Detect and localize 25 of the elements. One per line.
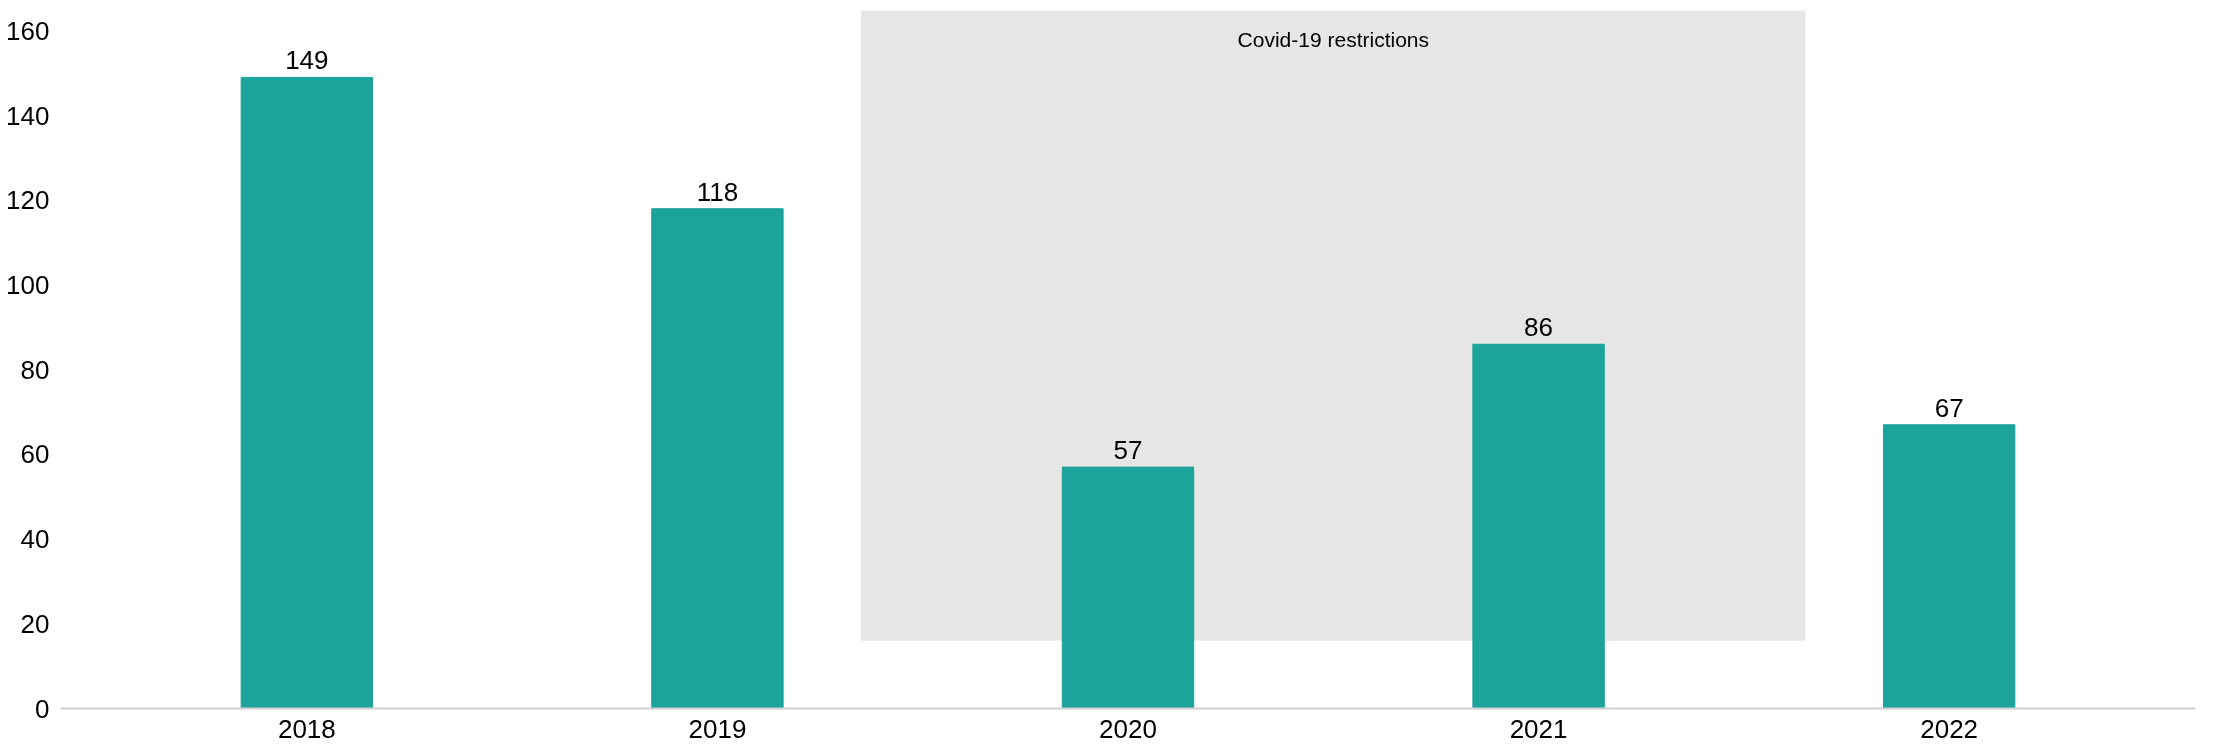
data-label: 57: [1113, 435, 1143, 466]
data-label: 86: [1524, 312, 1554, 343]
bar: [1472, 343, 1605, 709]
data-label: 118: [696, 176, 739, 207]
y-tick-label: 160: [6, 15, 50, 46]
band-label: Covid-19 restrictions: [1237, 28, 1429, 52]
y-tick-label: 140: [6, 100, 50, 131]
data-label: 149: [285, 45, 329, 76]
y-tick-label: 120: [6, 185, 50, 216]
data-label: 67: [1934, 392, 1964, 423]
y-tick-label: 0: [35, 693, 50, 724]
x-tick-label: 2021: [1509, 713, 1568, 744]
y-tick-label: 100: [6, 269, 50, 300]
y-tick-label: 40: [20, 524, 50, 555]
x-tick-label: 2019: [688, 713, 747, 744]
y-tick-label: 80: [20, 354, 50, 385]
bar: [1061, 466, 1195, 709]
bar: [1882, 424, 2016, 709]
x-tick-label: 2022: [1920, 713, 1979, 744]
y-tick-label: 60: [20, 439, 50, 470]
x-tick-label: 2020: [1099, 713, 1157, 744]
bar: [651, 208, 784, 709]
x-tick-label: 2018: [277, 713, 336, 744]
bar: [240, 76, 374, 709]
y-tick-label: 20: [20, 608, 50, 639]
